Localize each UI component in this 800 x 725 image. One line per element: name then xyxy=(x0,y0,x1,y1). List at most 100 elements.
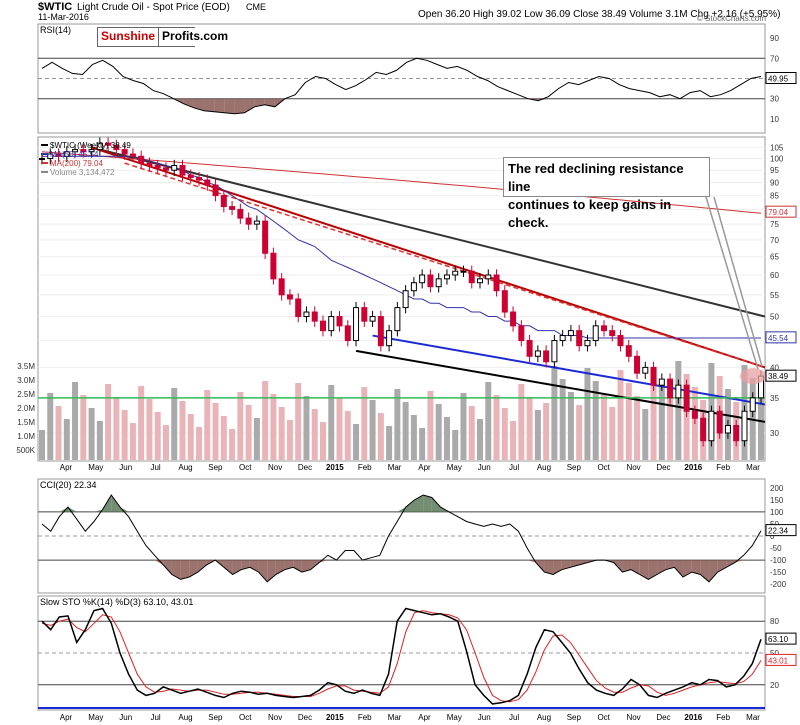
cci-under-fill xyxy=(674,560,684,577)
x-tick-label: Nov xyxy=(626,463,640,472)
volume-bar xyxy=(609,407,616,460)
volume-bar xyxy=(80,395,87,460)
rsi-value-tag-label: 49.95 xyxy=(768,75,789,84)
candle-body xyxy=(295,298,302,318)
ma200-value-tag xyxy=(765,205,797,218)
cci-tick-label: 100 xyxy=(770,508,784,517)
x-tick-label: Oct xyxy=(597,463,610,472)
rsi-value-tag xyxy=(765,72,797,84)
highlight-ellipse xyxy=(740,368,766,385)
logo-left-text: Sunshine xyxy=(98,28,160,46)
x-tick-label: Sep xyxy=(567,463,582,472)
close-value-tag xyxy=(765,369,797,382)
candle-body xyxy=(319,320,326,332)
x-tick-label: May xyxy=(447,463,462,472)
x-tick-label: Jul xyxy=(509,463,519,472)
price-tick-label: 75 xyxy=(770,220,779,229)
candle-body xyxy=(72,149,79,153)
volume-bar xyxy=(592,381,599,460)
sto-panel: 20 50 80 63.10 43.01 Slow STO %K(14) %D(3) 63… xyxy=(37,595,797,722)
cci-under-fill xyxy=(163,560,172,575)
volume-bar xyxy=(113,397,120,460)
x-tick-label: 2016 xyxy=(684,463,702,472)
cci-tick-label: 150 xyxy=(770,496,784,505)
candle-body xyxy=(510,311,517,327)
price-tick-label: 95 xyxy=(770,166,779,175)
candle-body xyxy=(493,274,500,292)
volume-bar xyxy=(55,406,62,460)
sto-tick-label: 50 xyxy=(770,649,779,658)
cci-tick-label: -150 xyxy=(770,568,787,577)
annotation-line-1: The red declining resistance line xyxy=(508,161,684,194)
x-tick-label: Oct xyxy=(597,713,610,722)
candle-body xyxy=(410,282,417,292)
cci-under-fill xyxy=(622,560,632,573)
cci-under-fill xyxy=(293,560,302,573)
volume-bar xyxy=(72,382,79,460)
cci-under-fill xyxy=(691,560,701,575)
candle-body xyxy=(402,290,409,309)
price-tick-label: 40 xyxy=(770,363,779,372)
candle-body xyxy=(559,335,566,342)
x-tick-label: Apr xyxy=(60,463,73,472)
cci-over-fill xyxy=(405,499,415,512)
volume-bar xyxy=(204,390,211,460)
volume-bar xyxy=(196,427,203,460)
volume-tick-label: 1.5M xyxy=(17,418,35,427)
x-tick-label: Jun xyxy=(119,463,132,472)
candle-body xyxy=(567,330,574,337)
sto-d-line xyxy=(41,610,762,703)
candle-body xyxy=(625,345,632,357)
cci-under-fill xyxy=(189,560,198,577)
candle-body xyxy=(138,155,145,164)
red-declining-resistance-line xyxy=(91,146,766,369)
sto-tick-label: 80 xyxy=(770,617,779,626)
candle-body xyxy=(749,397,756,412)
candle-body xyxy=(39,158,45,161)
price-tick-label: 35 xyxy=(770,394,779,403)
volume-bar xyxy=(543,403,550,460)
candle-body xyxy=(485,274,492,280)
volume-bar xyxy=(625,383,632,460)
candle-body xyxy=(501,290,508,313)
x-tick-label: Nov xyxy=(268,713,282,722)
price-tick-label: 100 xyxy=(770,155,784,164)
candle-body xyxy=(592,325,599,342)
candle-body xyxy=(105,142,112,146)
x-tick-label: Dec xyxy=(656,713,670,722)
sto-title: Slow STO %K(14) %D(3) 63.10, 43.01 xyxy=(40,597,193,607)
close-value-tag-label: 38.49 xyxy=(768,372,789,381)
candle-body xyxy=(245,217,252,225)
x-tick-label: Sep xyxy=(567,713,582,722)
candle-body xyxy=(162,167,169,171)
cci-under-fill xyxy=(249,560,259,573)
x-tick-label: Dec xyxy=(656,463,670,472)
volume-bar xyxy=(642,409,649,460)
volume-bar xyxy=(47,393,54,460)
ma200-value-tag-label: 79.04 xyxy=(768,208,789,217)
sto-tick-label: 20 xyxy=(770,681,779,690)
legend-label: MA(50) 45.54 xyxy=(50,150,99,159)
volume-bar xyxy=(435,404,442,460)
sto-k-value-tag xyxy=(765,632,797,645)
volume-bar xyxy=(105,384,112,460)
cci-under-fill xyxy=(284,560,294,570)
cci-under-fill xyxy=(683,560,692,577)
volume-bar xyxy=(245,405,252,460)
rsi-oversold-fill xyxy=(254,98,265,107)
cci-tick-label: -100 xyxy=(770,556,787,565)
x-tick-label: Feb xyxy=(358,463,372,472)
cci-over-fill xyxy=(111,495,120,512)
candle-body xyxy=(96,142,103,151)
candle-body xyxy=(63,151,70,157)
candle-body xyxy=(336,316,343,327)
x-tick-label: Jul xyxy=(509,713,519,722)
x-tick-label: Mar xyxy=(746,713,760,722)
x-tick-label: Oct xyxy=(239,463,252,472)
candle-body xyxy=(700,417,707,442)
volume-bar xyxy=(658,385,665,460)
x-tick-label: Mar xyxy=(388,713,402,722)
x-tick-label: Apr xyxy=(418,713,431,722)
x-tick-label: Jun xyxy=(478,713,491,722)
